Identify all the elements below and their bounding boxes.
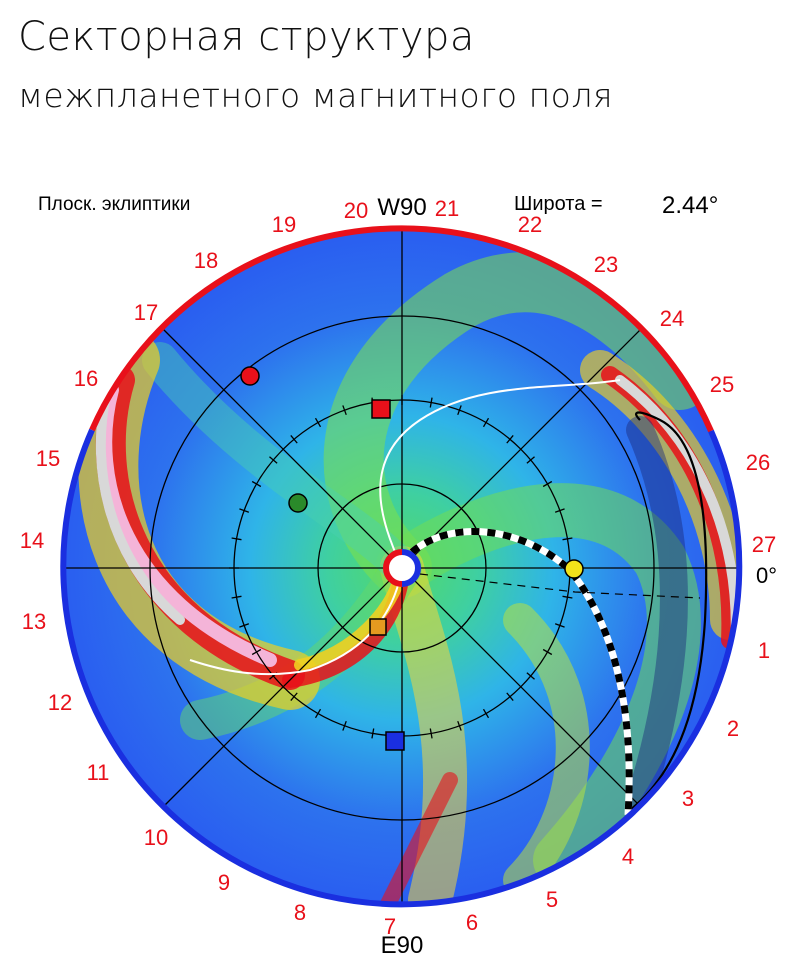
zero-degree-label: 0° (756, 563, 777, 588)
day-label: 21 (435, 196, 459, 221)
day-label: 23 (594, 252, 618, 277)
orbit-tick (526, 456, 535, 464)
blue-spacecraft-marker (385, 731, 405, 751)
orbit-tick (342, 720, 347, 731)
day-label: 3 (682, 786, 694, 811)
red-planet-marker (240, 366, 260, 386)
orbit-tick (290, 692, 298, 701)
orbit-tick (457, 720, 462, 731)
day-label: 12 (48, 690, 72, 715)
ecliptic-plane-label: Плоск. эклиптики (38, 194, 190, 215)
orbit-tick (314, 417, 322, 428)
latitude-label: Широта = (514, 193, 603, 215)
positive-sector-arc (89, 225, 714, 433)
orbit-tick (562, 595, 573, 599)
orbit-tick (429, 397, 433, 408)
orange-spacecraft-marker (369, 618, 387, 636)
day-label: 27 (752, 532, 776, 557)
title-line-2: межпланетного магнитного поля (18, 76, 613, 115)
day-label: 15 (36, 446, 60, 471)
day-label: 7 (384, 914, 396, 939)
day-label: 19 (272, 212, 296, 237)
orbit-tick (231, 537, 242, 541)
day-label: 16 (74, 366, 98, 391)
latitude-value: 2.44° (662, 192, 718, 219)
orbit-tick (526, 672, 535, 680)
day-label: 9 (218, 870, 230, 895)
day-label: 5 (546, 887, 558, 912)
orbit-tick (290, 435, 298, 444)
day-label: 11 (87, 760, 110, 785)
red-spacecraft-marker (371, 399, 391, 419)
orbit-tick (429, 728, 433, 739)
orbit-tick (554, 508, 565, 513)
e90-label: E90 (381, 932, 424, 959)
orbit-tick (542, 480, 553, 488)
day-label: 10 (144, 825, 168, 850)
day-label: 26 (746, 450, 770, 475)
day-label: 8 (294, 900, 306, 925)
negative-sector-arc (60, 428, 743, 908)
orbit-tick (239, 508, 250, 513)
day-label: 18 (194, 248, 218, 273)
orbit-tick (269, 456, 278, 464)
orbit-tick (506, 435, 514, 444)
day-label: 2 (727, 716, 739, 741)
orbit-tick (482, 417, 490, 428)
sun-icon (383, 549, 421, 587)
title-line-1: Секторная структура (18, 14, 475, 60)
polarity-ring (60, 225, 743, 908)
orbit-tick (562, 537, 573, 541)
orbit-tick (314, 708, 322, 719)
day-label: 25 (710, 372, 734, 397)
orbit-tick (542, 648, 553, 656)
day-label: 24 (660, 306, 684, 331)
orbit-tick (482, 708, 490, 719)
day-label: 6 (466, 910, 478, 935)
day-label: 13 (22, 609, 46, 634)
w90-label: W90 (377, 194, 426, 221)
yellow-earth-marker (564, 559, 584, 579)
orbit-tick (371, 728, 375, 739)
orbit-tick (251, 480, 262, 488)
day-label: 22 (518, 212, 542, 237)
day-label: 17 (134, 300, 158, 325)
day-label: 20 (344, 198, 368, 223)
day-label: 14 (20, 528, 44, 553)
orbit-tick (342, 405, 347, 416)
green-planet-marker (288, 493, 308, 513)
carrington-day-labels: 1 2 3 4 5 6 7 8 9 10 11 12 13 14 15 16 1… (20, 196, 776, 939)
orbit-tick (231, 595, 242, 599)
orbit-tick (554, 623, 565, 628)
orbit-tick-marks (229, 395, 575, 741)
day-label: 1 (758, 638, 770, 663)
orbit-tick (457, 405, 462, 416)
orbit-tick (239, 623, 250, 628)
orbit-tick (251, 648, 262, 656)
orbit-tick (506, 692, 514, 701)
day-label: 4 (622, 844, 634, 869)
